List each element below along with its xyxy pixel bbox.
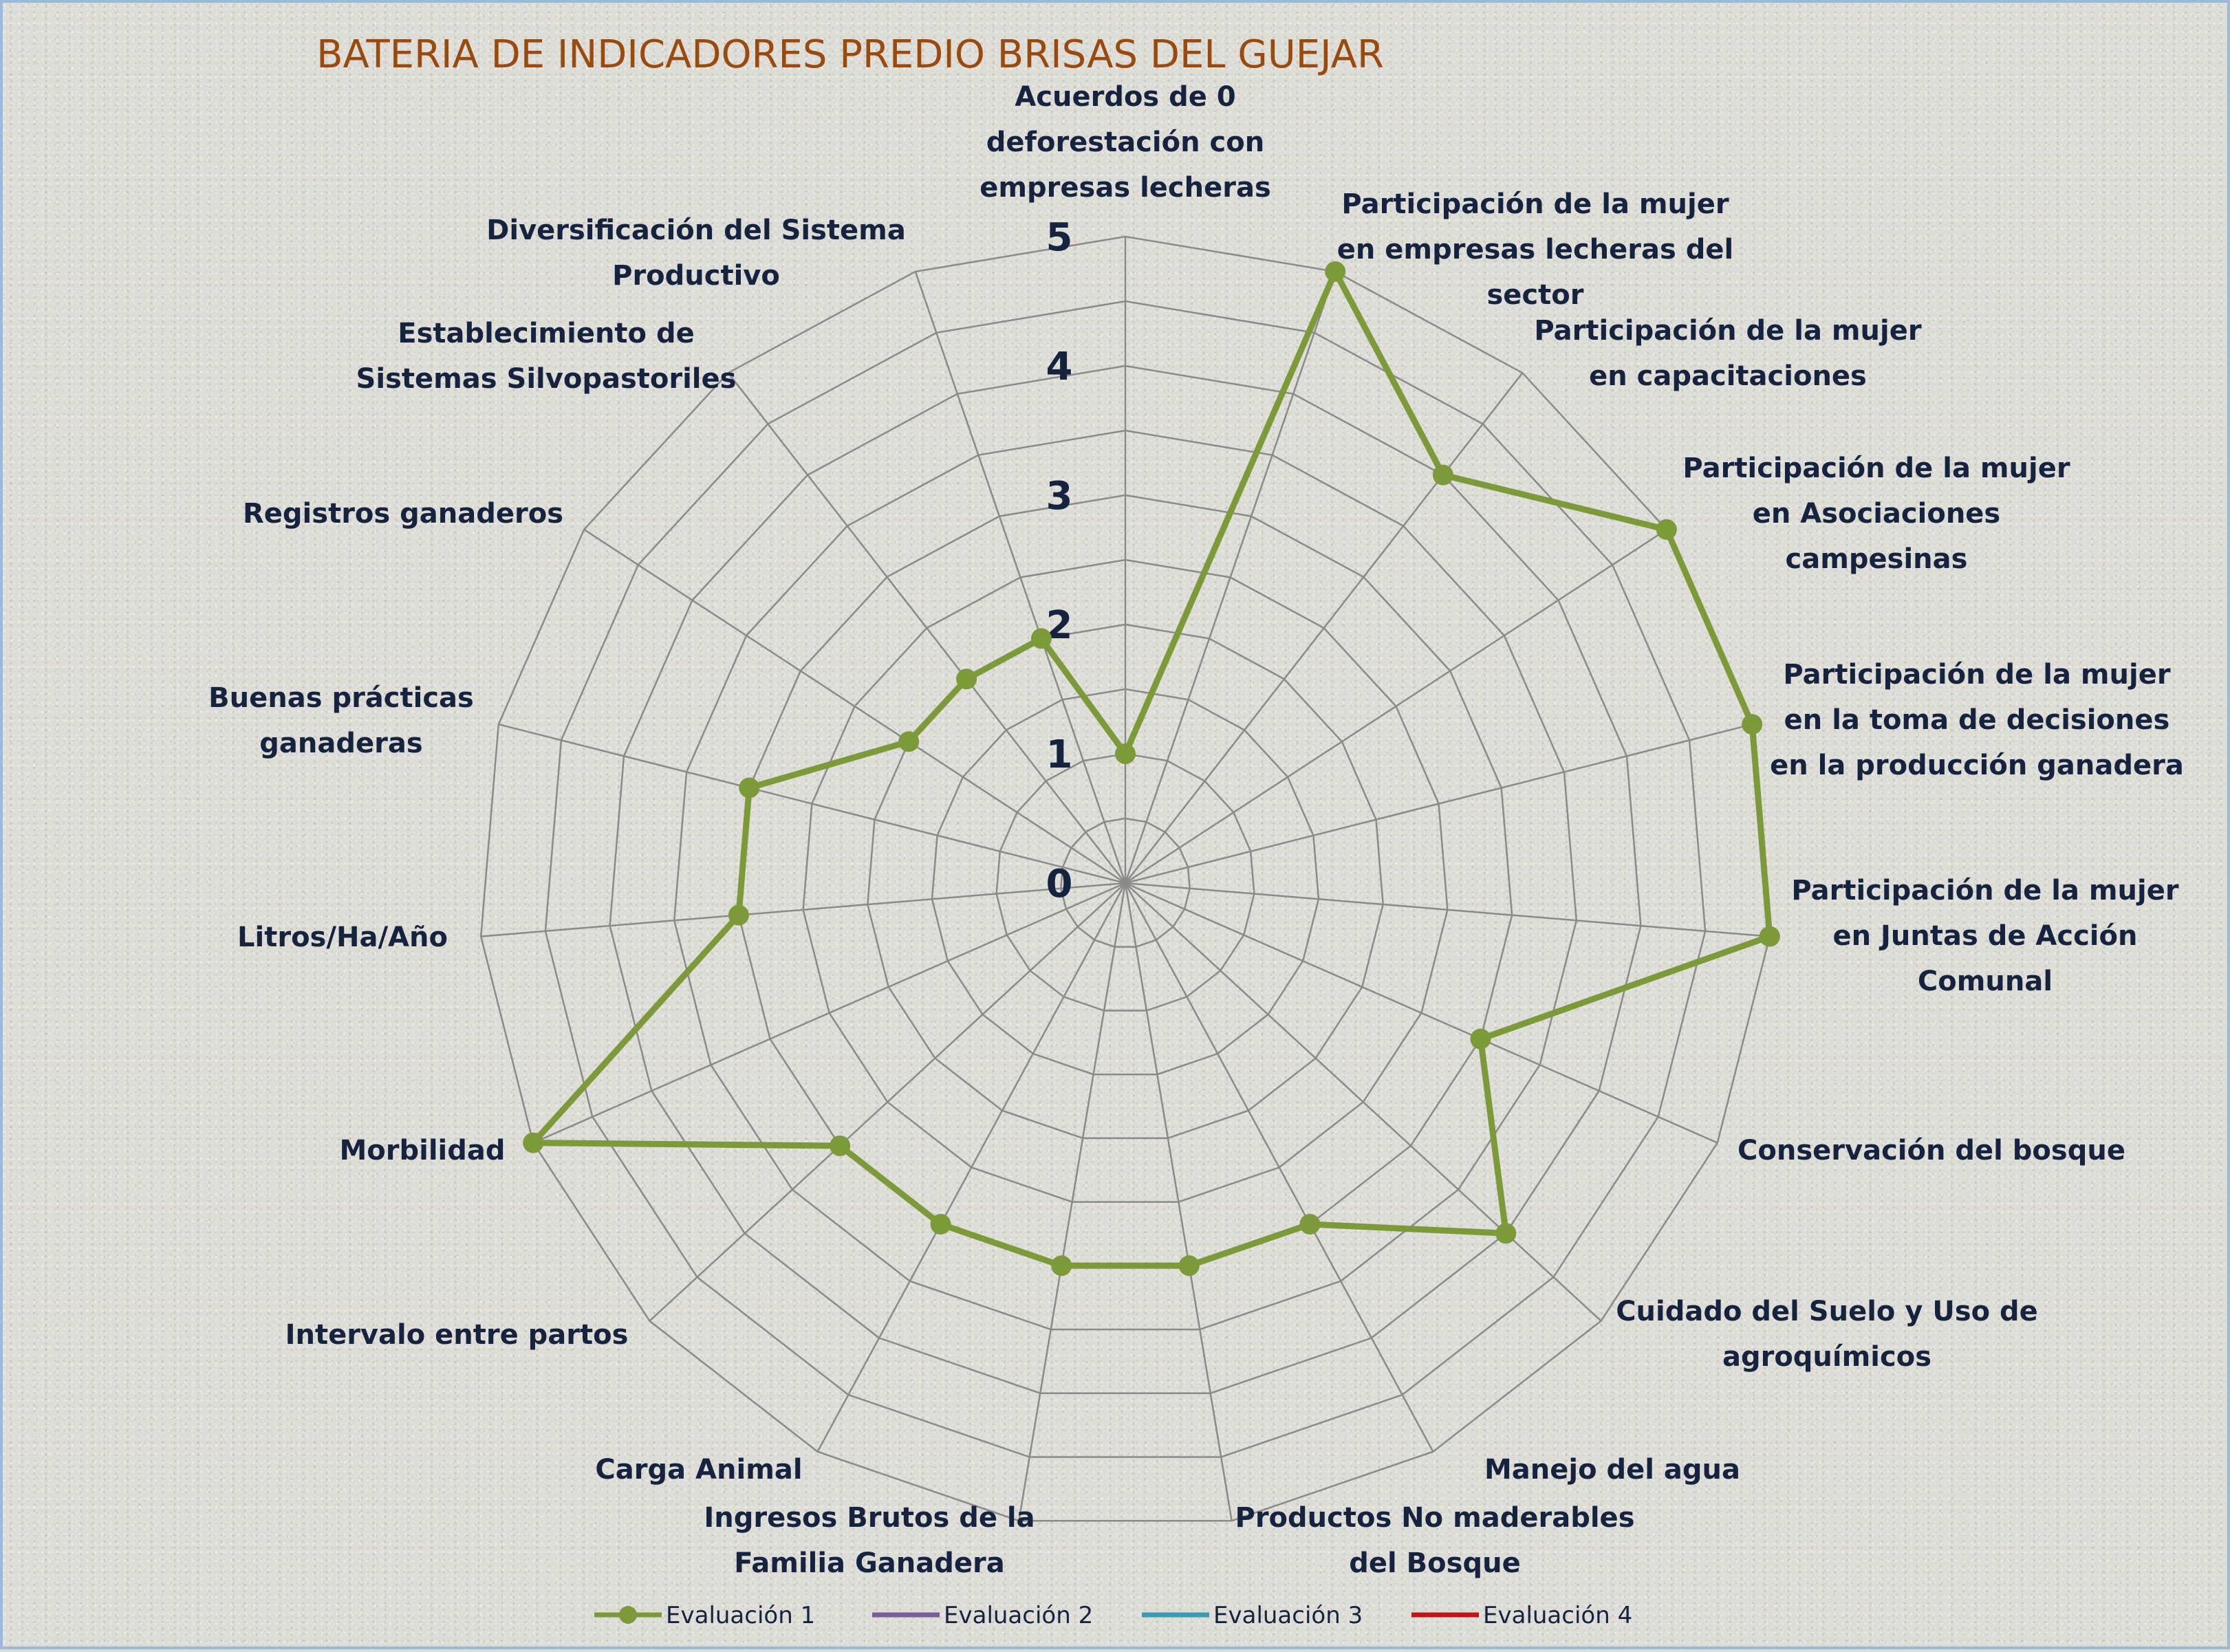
data-point[interactable] bbox=[1051, 1255, 1072, 1276]
grid-spoke bbox=[727, 372, 1126, 884]
grid-spoke bbox=[1124, 882, 1233, 1521]
grid-ring bbox=[609, 365, 1642, 1394]
grid-spoke bbox=[1124, 882, 1434, 1453]
grid-spoke bbox=[1125, 723, 1753, 884]
radar-grid bbox=[479, 235, 1771, 1522]
data-point[interactable] bbox=[898, 731, 920, 752]
category-label: Buenas prácticas ganaderas bbox=[208, 682, 474, 759]
data-point[interactable] bbox=[956, 669, 977, 690]
category-label: Diversificación del Sistema Productivo bbox=[486, 215, 906, 292]
grid-ring bbox=[544, 300, 1707, 1458]
data-point[interactable] bbox=[1470, 1028, 1491, 1050]
grid-spoke bbox=[1018, 882, 1127, 1521]
data-point[interactable] bbox=[739, 777, 760, 798]
legend[interactable]: Evaluación 1 Evaluación 2 Evaluación 3 Eval… bbox=[594, 1602, 1632, 1629]
legend-label: Evaluación 4 bbox=[1483, 1602, 1632, 1629]
data-point[interactable] bbox=[1759, 926, 1780, 947]
data-point[interactable] bbox=[1299, 1214, 1321, 1235]
grid-ring bbox=[867, 623, 1384, 1140]
grid-spoke bbox=[583, 528, 1126, 884]
category-label: Litros/Ha/Año bbox=[237, 922, 448, 953]
legend-label: Evaluación 1 bbox=[666, 1602, 815, 1629]
legend-item-evaluacion-4[interactable]: Evaluación 4 bbox=[1411, 1602, 1632, 1629]
grid-ring bbox=[931, 688, 1320, 1076]
tick-label: 5 bbox=[1046, 215, 1073, 260]
category-label: Establecimiento de Sistemas Silvopastoril… bbox=[356, 318, 737, 395]
data-point[interactable] bbox=[830, 1135, 851, 1156]
grid-ring bbox=[673, 429, 1578, 1331]
category-label: Ingresos Brutos de la Familia Ganadera bbox=[704, 1502, 1035, 1579]
radar-chart: BATERIA DE INDICADORES PREDIO BRISAS DEL… bbox=[208, 32, 2184, 1629]
category-label: Acuerdos de 0 deforestación con empresas l… bbox=[979, 81, 1271, 204]
data-point[interactable] bbox=[728, 904, 749, 926]
category-label: Morbilidad bbox=[339, 1135, 505, 1166]
grid-spoke bbox=[498, 723, 1126, 884]
data-point[interactable] bbox=[1030, 628, 1052, 649]
data-point[interactable] bbox=[1495, 1223, 1517, 1244]
data-point[interactable] bbox=[1178, 1255, 1200, 1276]
category-label: Registros ganaderos bbox=[243, 498, 563, 530]
legend-swatch-marker bbox=[619, 1606, 637, 1624]
legend-label: Evaluación 2 bbox=[944, 1602, 1093, 1629]
grid-spoke bbox=[816, 882, 1127, 1453]
data-point[interactable] bbox=[1115, 743, 1136, 764]
data-point[interactable] bbox=[1432, 464, 1453, 486]
data-point[interactable] bbox=[930, 1214, 951, 1235]
tick-label: 4 bbox=[1046, 345, 1073, 389]
grid-ring bbox=[802, 558, 1449, 1203]
grid-spoke bbox=[1125, 372, 1524, 884]
grid-spoke bbox=[1125, 882, 1602, 1322]
legend-item-evaluacion-2[interactable]: Evaluación 2 bbox=[872, 1602, 1093, 1629]
data-point[interactable] bbox=[523, 1132, 544, 1153]
category-label: Productos No maderables del Bosque bbox=[1235, 1502, 1635, 1579]
grid-spoke bbox=[914, 271, 1127, 884]
chart-title: BATERIA DE INDICADORES PREDIO BRISAS DEL… bbox=[316, 32, 1384, 77]
grid-ring bbox=[1060, 817, 1191, 948]
tick-label: 0 bbox=[1046, 862, 1073, 906]
category-label: Participación de la mujer en la toma de d… bbox=[1770, 659, 2184, 781]
grid-spoke bbox=[1125, 882, 1770, 937]
series-evaluacion-1 bbox=[523, 261, 1780, 1276]
grid-ring bbox=[995, 752, 1255, 1012]
grid-spoke bbox=[481, 882, 1126, 937]
data-point[interactable] bbox=[1742, 714, 1763, 735]
legend-item-evaluacion-1[interactable]: Evaluación 1 bbox=[594, 1602, 815, 1629]
legend-item-evaluacion-3[interactable]: Evaluación 3 bbox=[1142, 1602, 1363, 1629]
legend-label: Evaluación 3 bbox=[1213, 1602, 1363, 1629]
series-line bbox=[530, 268, 1773, 1269]
category-label: Manejo del agua bbox=[1484, 1454, 1740, 1486]
grid-spoke bbox=[1125, 528, 1667, 884]
category-label: Cuidado del Suelo y Uso de agroquímicos bbox=[1616, 1296, 2038, 1373]
tick-label: 3 bbox=[1046, 474, 1073, 519]
tick-label: 1 bbox=[1046, 732, 1073, 777]
category-label: Participación de la mujer en Juntas de Ac… bbox=[1791, 875, 2178, 997]
category-label: Conservación del bosque bbox=[1738, 1135, 2125, 1166]
data-point[interactable] bbox=[1656, 519, 1677, 540]
category-label: Carga Animal bbox=[595, 1454, 802, 1486]
category-label: Participación de la mujer en empresas lec… bbox=[1337, 188, 1733, 311]
grid-spoke bbox=[649, 882, 1126, 1322]
category-labels: Acuerdos de 0 deforestación con empresas l… bbox=[208, 81, 2184, 1579]
category-label: Participación de la mujer en capacitacion… bbox=[1534, 315, 1921, 392]
grid-spoke bbox=[532, 882, 1126, 1144]
data-point[interactable] bbox=[1325, 261, 1346, 282]
series-layer bbox=[523, 261, 1780, 1276]
grid-spoke bbox=[1125, 882, 1718, 1144]
category-label: Participación de la mujer en Asociaciones… bbox=[1682, 453, 2070, 575]
category-label: Intervalo entre partos bbox=[285, 1319, 629, 1351]
grid-spoke bbox=[1124, 271, 1336, 884]
